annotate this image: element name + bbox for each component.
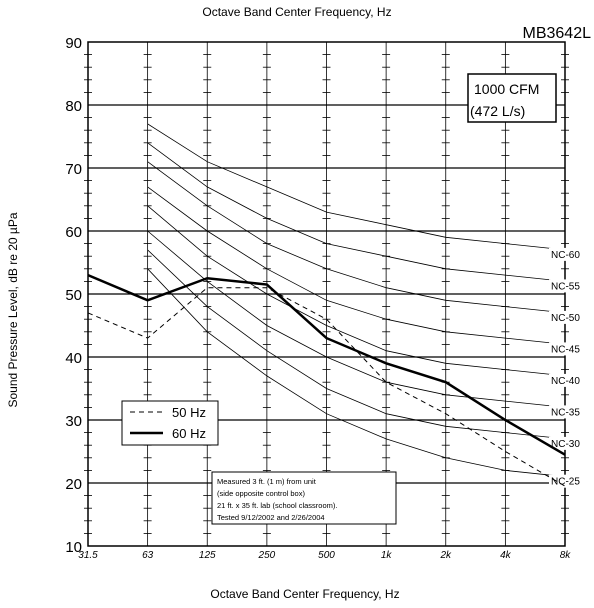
nc-curve-line (147, 268, 566, 478)
nc-curve-label: NC-25 (551, 477, 580, 488)
airflow-ls: (472 L/s) (470, 103, 525, 119)
nc-curve-label: NC-55 (551, 281, 580, 292)
x-tick-label: 1k (381, 550, 393, 561)
y-axis-label: Sound Pressure Level, dB re 20 µPa (6, 212, 20, 407)
test-note: Measured 3 ft. (1 m) from unit (side opp… (211, 471, 397, 525)
chart-title-top: Octave Band Center Frequency, Hz (202, 5, 391, 19)
x-tick-label: 31.5 (78, 550, 98, 561)
nc-label-bg (549, 279, 587, 293)
nc-curve-label: NC-50 (551, 313, 580, 324)
nc-label-bg (549, 405, 587, 419)
test-note-line-2: (side opposite control box) (217, 489, 305, 498)
y-tick-label: 90 (65, 35, 82, 52)
x-tick-label: 2k (439, 550, 452, 561)
nc-curve-line (147, 205, 566, 377)
x-tick-label: 500 (318, 550, 335, 561)
x-tick-label: 8k (560, 550, 572, 561)
nc-label-bg (549, 474, 587, 488)
data-series (87, 273, 566, 487)
nc-label-bg (549, 373, 587, 387)
nc-curve-line (147, 123, 566, 251)
y-tick-label: 10 (65, 539, 82, 556)
nc-curve-label: NC-35 (551, 407, 580, 418)
airflow-box: 1000 CFM (472 L/s) (467, 73, 557, 123)
nc-curve-line (147, 230, 566, 408)
x-axis-label: Octave Band Center Frequency, Hz (210, 587, 399, 601)
nc-curve-line (147, 161, 566, 314)
nc-curve-label: NC-60 (551, 250, 580, 261)
series-50hz-line (87, 287, 566, 487)
y-tick-label: 70 (65, 161, 82, 178)
legend-label-50hz: 50 Hz (172, 405, 206, 420)
nc-curve-line (147, 142, 566, 282)
legend: 50 Hz 60 Hz (121, 400, 219, 446)
y-tick-label: 40 (65, 350, 82, 367)
y-tick-label: 60 (65, 224, 82, 241)
nc-curve-line (147, 186, 566, 345)
legend-label-60hz: 60 Hz (172, 426, 206, 441)
y-tick-label: 20 (65, 476, 82, 493)
nc-curve-label: NC-40 (551, 376, 580, 387)
x-tick-label: 4k (500, 550, 512, 561)
y-tick-label: 30 (65, 413, 82, 430)
y-tick-label: 50 (65, 287, 82, 304)
nc-label-bg (549, 342, 587, 356)
x-tick-label: 250 (258, 550, 276, 561)
nc-curves: NC-25 NC-30 NC-35 NC-40 NC-45 NC-50 NC-55 NC-60 (147, 123, 587, 488)
test-note-line-4: Tested 9/12/2002 and 2/26/2004 (217, 513, 325, 522)
x-tick-label: 63 (142, 550, 154, 561)
nc-curve-line (147, 249, 566, 440)
nc-label-bg (549, 436, 587, 450)
nc-label-bg (549, 310, 587, 324)
test-note-line-3: 21 ft. x 35 ft. lab (school classroom). (217, 501, 337, 510)
airflow-cfm: 1000 CFM (474, 81, 539, 97)
y-tick-label: 80 (65, 98, 82, 115)
model-label: MB3642L (523, 25, 592, 42)
test-note-line-1: Measured 3 ft. (1 m) from unit (217, 477, 317, 486)
nc-curve-label: NC-45 (551, 344, 580, 355)
y-ticks: 10 20 30 40 50 60 70 80 90 (65, 35, 82, 556)
x-ticks: 31.5 63 125 250 500 1k 2k 4k 8k (78, 550, 571, 561)
nc-curve-label: NC-30 (551, 439, 580, 450)
x-tick-label: 125 (199, 550, 216, 561)
nc-label-bg (549, 247, 587, 261)
